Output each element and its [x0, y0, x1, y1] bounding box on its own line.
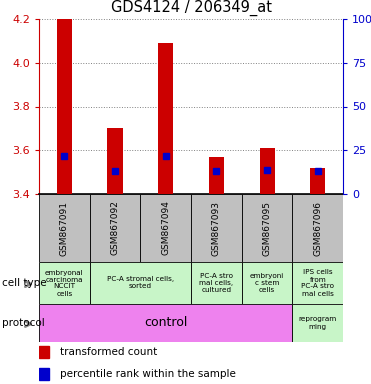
Text: IPS cells
from
PC-A stro
mal cells: IPS cells from PC-A stro mal cells	[301, 270, 334, 296]
Bar	[39, 304, 292, 342]
Bar	[108, 128, 123, 194]
Bar	[39, 262, 90, 304]
Bar	[39, 346, 49, 358]
Bar	[90, 262, 191, 304]
Bar	[260, 148, 275, 194]
Bar	[39, 194, 90, 262]
Text: control: control	[144, 316, 187, 329]
Text: embryonal
carcinoma
NCCIT
cells: embryonal carcinoma NCCIT cells	[45, 270, 83, 296]
Text: PC-A stro
mal cells,
cultured: PC-A stro mal cells, cultured	[199, 273, 233, 293]
Bar	[39, 368, 49, 380]
Text: GSM867091: GSM867091	[60, 200, 69, 255]
Bar	[158, 43, 173, 194]
Text: PC-A stromal cells,
sorted: PC-A stromal cells, sorted	[107, 276, 174, 290]
Bar	[191, 194, 242, 262]
Bar	[140, 194, 191, 262]
Bar	[242, 194, 292, 262]
Text: GSM867096: GSM867096	[313, 200, 322, 255]
Bar	[292, 262, 343, 304]
Text: percentile rank within the sample: percentile rank within the sample	[60, 369, 236, 379]
Text: protocol: protocol	[2, 318, 45, 328]
Title: GDS4124 / 206349_at: GDS4124 / 206349_at	[111, 0, 272, 16]
Bar	[191, 262, 242, 304]
Text: GSM867092: GSM867092	[111, 200, 119, 255]
Bar	[292, 194, 343, 262]
Bar	[57, 19, 72, 194]
Text: GSM867093: GSM867093	[212, 200, 221, 255]
Text: GSM867094: GSM867094	[161, 200, 170, 255]
Bar	[242, 262, 292, 304]
Bar	[90, 194, 140, 262]
Text: GSM867095: GSM867095	[263, 200, 272, 255]
Text: cell type: cell type	[2, 278, 46, 288]
Bar	[310, 168, 325, 194]
Text: reprogram
ming: reprogram ming	[299, 316, 337, 329]
Bar	[292, 304, 343, 342]
Bar	[209, 157, 224, 194]
Text: transformed count: transformed count	[60, 347, 158, 357]
Text: embryoni
c stem
cells: embryoni c stem cells	[250, 273, 284, 293]
